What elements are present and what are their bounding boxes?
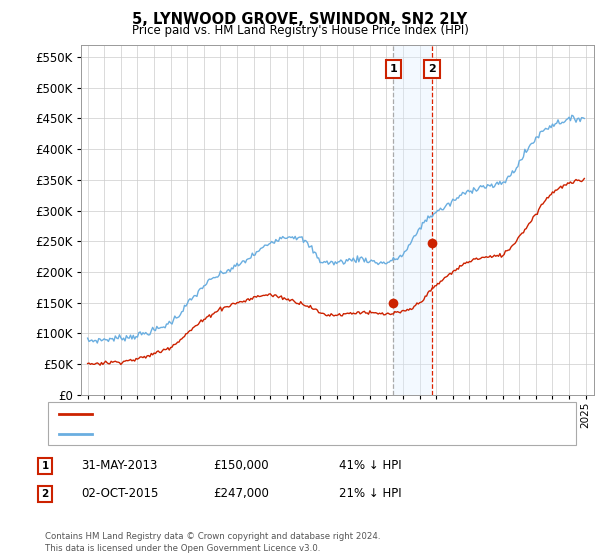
- Text: 02-OCT-2015: 02-OCT-2015: [81, 487, 158, 501]
- Text: 5, LYNWOOD GROVE, SWINDON, SN2 2LY: 5, LYNWOOD GROVE, SWINDON, SN2 2LY: [133, 12, 467, 27]
- Text: 1: 1: [41, 461, 49, 471]
- Text: 21% ↓ HPI: 21% ↓ HPI: [339, 487, 401, 501]
- Text: £247,000: £247,000: [213, 487, 269, 501]
- Bar: [394, 45, 432, 395]
- Text: 41% ↓ HPI: 41% ↓ HPI: [339, 459, 401, 473]
- Text: HPI: Average price, detached house, Swindon: HPI: Average price, detached house, Swin…: [98, 430, 347, 439]
- Text: Contains HM Land Registry data © Crown copyright and database right 2024.
This d: Contains HM Land Registry data © Crown c…: [45, 532, 380, 553]
- Text: 31-MAY-2013: 31-MAY-2013: [81, 459, 157, 473]
- Text: £150,000: £150,000: [213, 459, 269, 473]
- Text: 2: 2: [41, 489, 49, 499]
- Text: 2: 2: [428, 64, 436, 74]
- Text: 5, LYNWOOD GROVE, SWINDON, SN2 2LY (detached house): 5, LYNWOOD GROVE, SWINDON, SN2 2LY (deta…: [98, 409, 421, 419]
- Text: 1: 1: [389, 64, 397, 74]
- Text: Price paid vs. HM Land Registry's House Price Index (HPI): Price paid vs. HM Land Registry's House …: [131, 24, 469, 37]
